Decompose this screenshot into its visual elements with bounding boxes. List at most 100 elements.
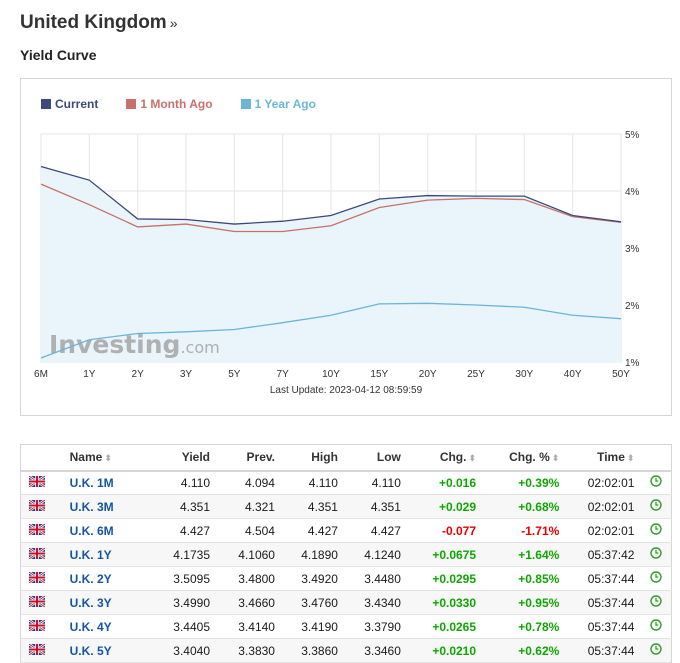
sort-icon: ⬍ [551, 453, 560, 464]
chg-cell: +0.0295 [408, 566, 485, 591]
chg-cell: +0.0330 [408, 590, 485, 615]
watermark-main: Investing [49, 330, 180, 359]
table-row[interactable]: U.K. 1M 4.110 4.094 4.110 4.110 +0.016 +0.39% 0… [19, 470, 673, 495]
chg-pct-cell: +0.62% [484, 638, 568, 663]
yield-cell: 3.4040 [153, 638, 218, 663]
yield-cell: 4.351 [153, 494, 218, 519]
yield-cell: 3.4990 [153, 590, 218, 615]
table-header-row: Name ⬍ Yield Prev. High Low Chg. ⬍ Chg. % ⬍… [19, 444, 673, 472]
clock-cell [642, 566, 673, 591]
chg-cell: +0.0210 [408, 638, 485, 663]
chg-pct-cell: +0.68% [484, 494, 568, 519]
x-tick-label: 40Y [564, 369, 582, 380]
high-column-header[interactable]: High [282, 444, 346, 472]
prev-cell: 3.4800 [218, 566, 283, 591]
bond-name-link[interactable]: U.K. 2Y [69, 571, 112, 586]
yield-column-header[interactable]: Yield [153, 444, 218, 472]
clock-icon [650, 475, 663, 490]
uk-flag-icon [28, 475, 46, 490]
sort-icon: ⬍ [626, 453, 635, 464]
x-tick-label: 6M [34, 369, 48, 380]
time-cell: 05:37:42 [567, 542, 643, 567]
table-row[interactable]: U.K. 1Y 4.1735 4.1060 4.1890 4.1240 +0.0675 +1… [19, 542, 673, 567]
bond-name-link[interactable]: U.K. 1M [69, 475, 114, 490]
chg-pct-cell: +0.95% [484, 590, 568, 615]
high-header-label: High [311, 450, 338, 465]
y-tick-label: 4% [625, 187, 640, 198]
clock-cell [642, 494, 673, 519]
chg-cell: +0.0675 [408, 542, 485, 567]
flag-cell [19, 590, 62, 615]
bond-name-link[interactable]: U.K. 1Y [69, 547, 112, 562]
double-chevron-right-icon[interactable]: » [169, 15, 178, 31]
low-cell: 4.1240 [345, 542, 409, 567]
sort-icon: ⬍ [468, 453, 477, 464]
table-row[interactable]: U.K. 4Y 3.4405 3.4140 3.4190 3.3790 +0.0265 +0… [19, 614, 673, 639]
name-header-label: Name [69, 450, 103, 465]
high-cell: 3.4920 [282, 566, 346, 591]
yield-curve-chart: 5% 4% 3% 2% 1% 6M 1Y 2Y 3Y 5Y 7Y 10Y 15Y 20Y 25Y 30Y 40Y… [20, 78, 672, 416]
name-cell[interactable]: U.K. 1M [61, 470, 154, 495]
chart-legend: Current 1 Month Ago 1 Year Ago [41, 97, 316, 111]
chg-column-header[interactable]: Chg. ⬍ [408, 444, 485, 472]
legend-label: 1 Year Ago [254, 97, 316, 111]
bond-name-link[interactable]: U.K. 6M [69, 523, 114, 538]
x-tick-label: 10Y [322, 369, 340, 380]
uk-flag-icon [28, 546, 46, 562]
name-cell[interactable]: U.K. 5Y [61, 638, 154, 663]
prev-cell: 3.4660 [218, 590, 283, 615]
bond-name-link[interactable]: U.K. 4Y [69, 619, 112, 634]
chg-pct-cell: +0.85% [484, 566, 568, 591]
bond-name-link[interactable]: U.K. 3M [69, 499, 114, 514]
yield-cell: 4.427 [153, 518, 218, 543]
name-column-header[interactable]: Name ⬍ [61, 444, 154, 472]
chart-canvas: 5% 4% 3% 2% 1% 6M 1Y 2Y 3Y 5Y 7Y 10Y 15Y 20Y 25Y 30Y 40Y… [34, 130, 640, 380]
name-cell[interactable]: U.K. 6M [61, 518, 154, 543]
series-line-2 [40, 302, 622, 359]
x-tick-label: 3Y [180, 369, 193, 380]
time-cell: 05:37:44 [567, 614, 643, 639]
time-column-header[interactable]: Time ⬍ [567, 444, 643, 472]
clock-icon [650, 499, 663, 514]
chg-cell: +0.0265 [408, 614, 485, 639]
legend-item[interactable]: 1 Year Ago [240, 97, 316, 111]
name-cell[interactable]: U.K. 3Y [61, 590, 154, 615]
clock-icon [650, 643, 663, 658]
time-header-label: Time [597, 450, 625, 465]
table-row[interactable]: U.K. 5Y 3.4040 3.3830 3.3860 3.3460 +0.0210 +0… [19, 638, 673, 663]
name-cell[interactable]: U.K. 2Y [61, 566, 154, 591]
low-cell: 3.3460 [345, 638, 409, 663]
prev-cell: 3.3830 [218, 638, 283, 663]
clock-icon [650, 571, 663, 586]
low-cell: 4.110 [345, 470, 409, 495]
clock-cell [642, 542, 673, 567]
uk-flag-icon [28, 522, 46, 538]
table-row[interactable]: U.K. 3Y 3.4990 3.4660 3.4760 3.4340 +0.0330 +0… [19, 590, 673, 615]
low-column-header[interactable]: Low [345, 444, 409, 472]
legend-item[interactable]: 1 Month Ago [126, 97, 213, 111]
high-cell: 3.4760 [282, 590, 346, 615]
page-title[interactable]: United Kingdom» [20, 12, 178, 34]
uk-flag-icon [28, 498, 46, 514]
bond-name-link[interactable]: U.K. 5Y [69, 643, 112, 658]
prev-column-header[interactable]: Prev. [218, 444, 283, 472]
chg-cell: +0.016 [408, 470, 485, 495]
table-row[interactable]: U.K. 6M 4.427 4.504 4.427 4.427 -0.077 -1.71% 0… [19, 518, 673, 543]
prev-cell: 4.321 [218, 494, 283, 519]
legend-item[interactable]: Current [41, 97, 98, 111]
prev-cell: 4.094 [218, 470, 283, 495]
name-cell[interactable]: U.K. 4Y [61, 614, 154, 639]
table-row[interactable]: U.K. 3M 4.351 4.321 4.351 4.351 +0.029 +0.68% 0… [19, 494, 673, 519]
name-cell[interactable]: U.K. 1Y [61, 542, 154, 567]
high-cell: 3.4190 [282, 614, 346, 639]
yield-cell: 4.1735 [153, 542, 218, 567]
flag-cell [19, 494, 62, 519]
legend-label: Current [55, 97, 99, 111]
chg-pct-column-header[interactable]: Chg. % ⬍ [484, 444, 568, 472]
name-cell[interactable]: U.K. 3M [61, 494, 154, 519]
bond-name-link[interactable]: U.K. 3Y [69, 595, 112, 610]
legend-label: 1 Month Ago [140, 97, 213, 111]
chg-pct-header-label: Chg. % [509, 450, 550, 465]
table-row[interactable]: U.K. 2Y 3.5095 3.4800 3.4920 3.4480 +0.0295 +0… [19, 566, 673, 591]
page-title-text[interactable]: United Kingdom [20, 12, 167, 33]
